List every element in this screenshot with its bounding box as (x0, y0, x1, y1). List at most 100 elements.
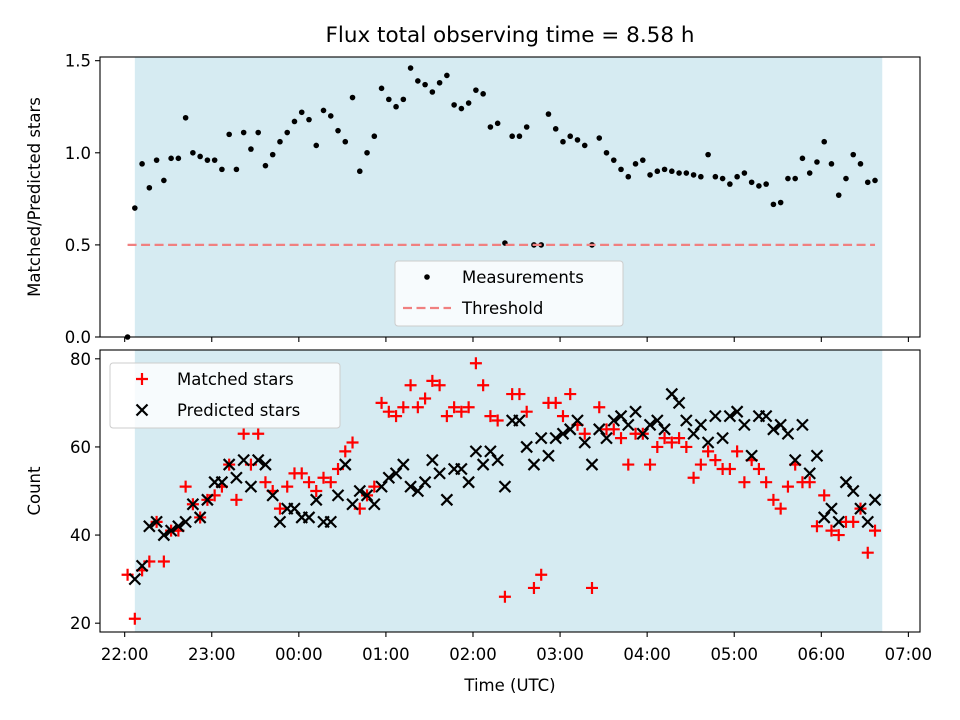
measurement-point (458, 105, 465, 112)
matched-star-point (665, 436, 678, 449)
predicted-star-point (150, 515, 163, 529)
predicted-star-point (701, 436, 715, 449)
predicted-star-point (498, 480, 512, 493)
matched-star-point (375, 396, 388, 409)
measurement-point (625, 173, 632, 180)
predicted-star-point (418, 475, 432, 489)
measurement-point (219, 166, 225, 173)
measurement-point (327, 113, 334, 119)
predicted-star-point (767, 423, 780, 436)
matched-star-point (179, 480, 192, 493)
measurement-point (785, 175, 791, 182)
measurement-point (386, 96, 392, 103)
legend-label: Threshold (461, 299, 543, 318)
predicted-star-point (549, 431, 562, 445)
y-tick-label: 0.5 (65, 236, 91, 255)
measurement-point (226, 131, 232, 138)
measurement-point (799, 155, 806, 162)
measurement-point (139, 161, 145, 167)
y-axis-label: Count (25, 466, 44, 516)
ratio-panel: 0.0 0.5 1.0 1.5 Matched/Predicted stars Measu… (25, 52, 921, 347)
predicted-star-point (331, 489, 345, 502)
matched-star-point (869, 524, 882, 537)
measurement-point (182, 114, 189, 121)
measurement-point (429, 89, 436, 95)
legend-box (109, 362, 341, 429)
matched-star-point (462, 401, 475, 414)
matched-star-point (586, 581, 598, 594)
predicted-star-point (563, 423, 577, 436)
matched-star-point (644, 458, 657, 471)
predicted-star-point (680, 414, 693, 427)
predicted-star-point (179, 515, 192, 529)
predicted-star-point (128, 572, 142, 586)
predicted-star-point (694, 418, 708, 432)
measurement-point (400, 96, 407, 103)
measurement-point (669, 168, 675, 175)
legend-marker-measurements (424, 274, 430, 280)
measurement-point (806, 170, 813, 176)
measurement-point (821, 138, 828, 145)
matched-star-point (615, 432, 628, 445)
predicted-star-point (730, 405, 744, 418)
predicted-star-point (578, 436, 592, 449)
measurement-point (567, 133, 574, 140)
predicted-star-point (571, 414, 584, 427)
measurement-point (291, 118, 298, 125)
matched-star-point (825, 524, 838, 537)
measurement-point (756, 183, 762, 189)
predicted-star-point (360, 489, 374, 502)
measurement-point (683, 170, 690, 176)
matched-star-point (281, 480, 294, 493)
measurement-point (727, 181, 733, 187)
matched-star-point (622, 458, 635, 471)
y-tick-label: 1.5 (65, 52, 91, 71)
measurement-point (451, 102, 457, 108)
matched-star-point (469, 357, 482, 370)
predicted-star-point (651, 414, 664, 427)
matched-star-point (368, 480, 381, 493)
measurement-point (146, 184, 153, 191)
measurement-point (161, 177, 167, 184)
measurement-point (814, 159, 820, 165)
matched-star-point (556, 410, 569, 423)
x-tick-label: 05:00 (710, 645, 758, 664)
measurement-point (574, 137, 581, 143)
measurement-point (705, 151, 711, 158)
predicted-star-point (600, 431, 613, 445)
predicted-star-point (244, 480, 258, 493)
matched-star-point (520, 405, 533, 418)
measurement-point (596, 135, 603, 141)
predicted-star-point (455, 462, 468, 476)
matched-star-point (317, 471, 330, 484)
measurement-point (610, 157, 617, 163)
measurement-point (240, 129, 247, 136)
measurement-point (211, 157, 218, 163)
matched-star-point (731, 445, 744, 458)
matched-star-point (651, 440, 664, 453)
legend: Matched stars Predicted stars (109, 362, 341, 429)
predicted-star-point (607, 414, 621, 427)
predicted-star-point (643, 418, 657, 432)
matched-star-point (578, 427, 591, 440)
predicted-star-point (614, 409, 628, 423)
predicted-star-point (781, 427, 795, 440)
matched-star-point (847, 515, 860, 528)
measurement-point (284, 129, 291, 136)
measurement-point (132, 205, 138, 211)
measurement-point (792, 175, 798, 182)
x-tick-label: 02:00 (449, 645, 497, 664)
predicted-star-point (716, 431, 729, 445)
predicted-star-point (622, 418, 635, 432)
matched-star-point (694, 458, 707, 471)
measurement-point (661, 166, 668, 173)
x-tick-label: 01:00 (362, 645, 410, 664)
predicted-star-point (215, 475, 229, 489)
measurement-point (349, 94, 356, 101)
measurement-point (698, 173, 704, 180)
matched-star-point (491, 414, 504, 427)
legend-marker-matched (136, 373, 148, 385)
matched-star-point (302, 476, 315, 489)
predicted-star-point (469, 445, 483, 458)
